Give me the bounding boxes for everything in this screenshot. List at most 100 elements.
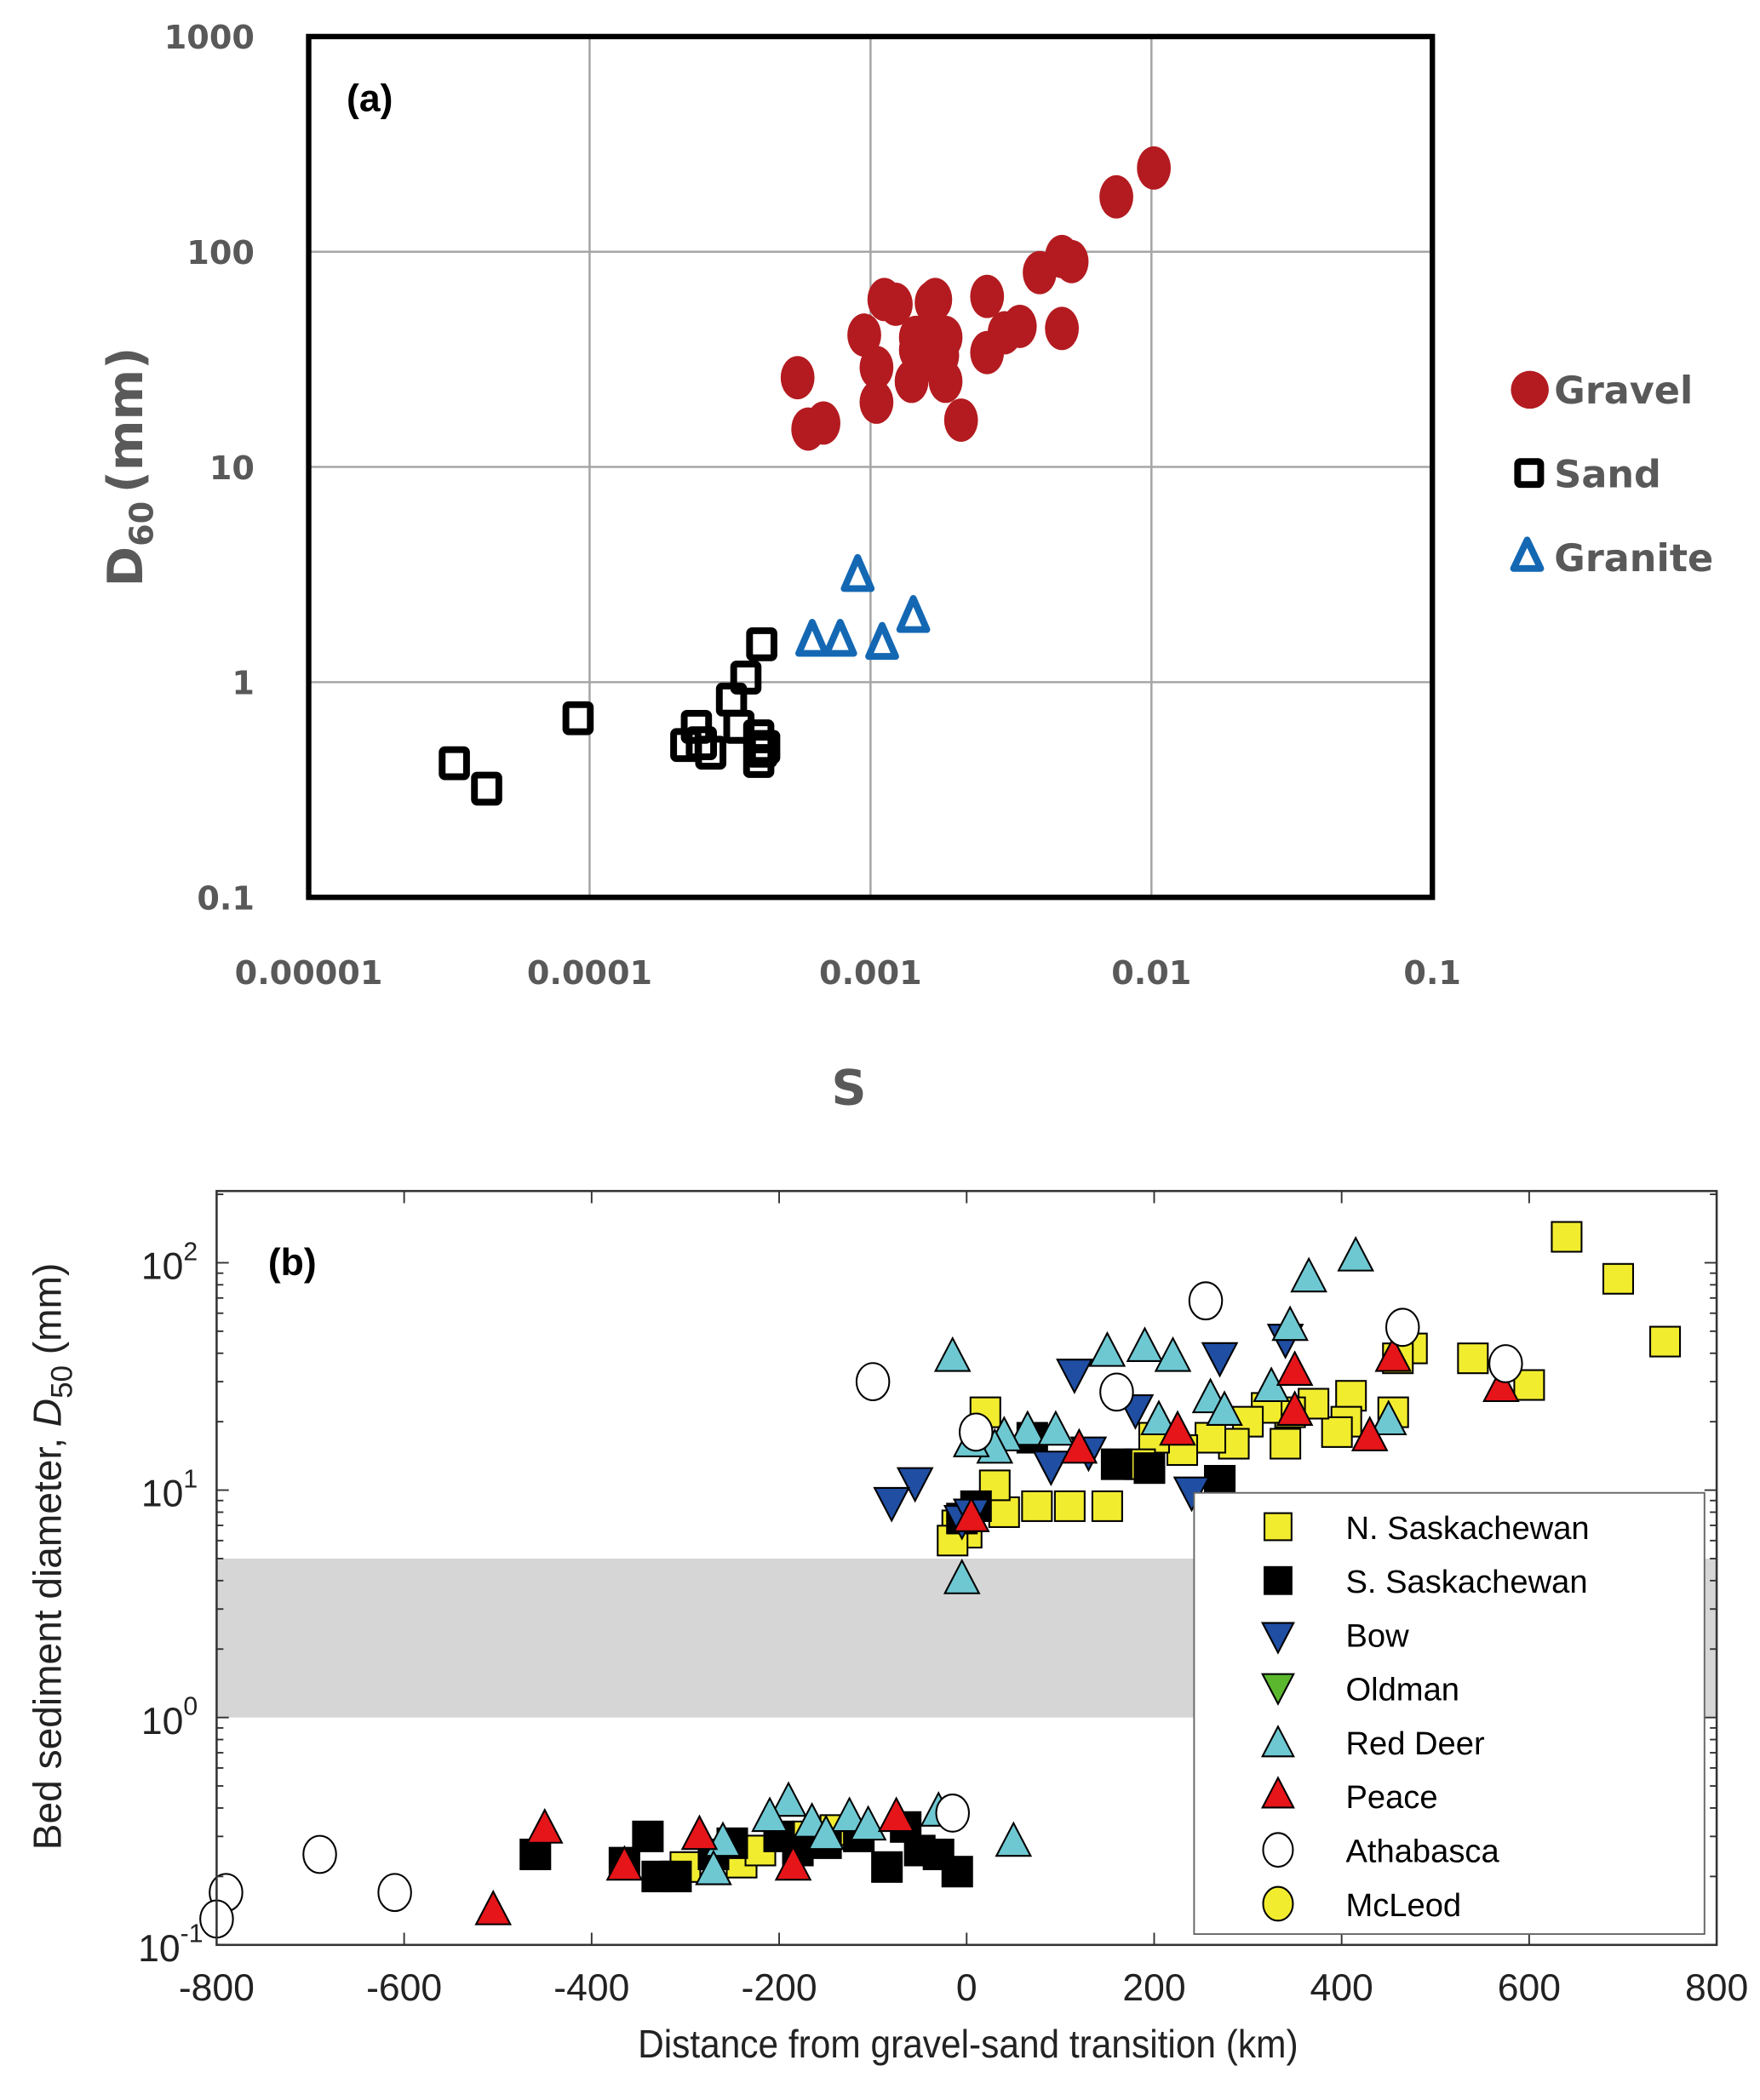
data-point-s-saskachewan (660, 1860, 692, 1892)
panel-b-y-label-sub: 50 (45, 1365, 78, 1399)
data-point-red-deer (995, 1821, 1033, 1857)
y-tick-exponent: -1 (181, 1920, 204, 1948)
legend-marker-s-saskachewan (1264, 1565, 1293, 1595)
panel-b-y-label-var: D (26, 1399, 70, 1427)
data-point-n-saskachewan (988, 1496, 1020, 1528)
x-tick-label: 0.01 (1111, 954, 1191, 992)
data-point-red-deer (695, 1849, 732, 1885)
data-point-gravel (970, 330, 1005, 375)
x-tick-label: 200 (1122, 1967, 1185, 2009)
data-point-red-deer (1088, 1330, 1127, 1367)
legend-marker-bow (1260, 1622, 1295, 1655)
data-point-red-deer (830, 1796, 869, 1833)
data-point-red-deer (1126, 1326, 1164, 1362)
panel-b: (b) -800 -600 -400 -200 0 200 400 600 800 102101… (26, 1189, 1748, 2066)
legend-marker-red-deer (1260, 1725, 1295, 1758)
data-point-gravel (943, 398, 978, 442)
data-point-sand (723, 709, 755, 744)
data-point-athabasca (958, 1412, 994, 1452)
data-point-red-deer (751, 1796, 788, 1833)
data-point-sand (742, 744, 775, 778)
legend-label: Peace (1345, 1779, 1437, 1816)
panel-b-y-label-main: Bed sediment diameter, (26, 1427, 70, 1850)
legend-item-mcleod: McLeod (1262, 1885, 1461, 1924)
data-point-red-deer (1271, 1305, 1309, 1342)
data-point-red-deer (770, 1781, 807, 1817)
data-point-bow (896, 1467, 934, 1503)
legend-item-n-saskachewan: N. Saskachewan (1264, 1510, 1590, 1547)
panel-a-x-label: S (831, 1060, 866, 1116)
legend-label: Red Deer (1345, 1725, 1485, 1762)
x-tick-label: 0.00001 (235, 954, 383, 992)
legend-label: Sand (1554, 453, 1661, 496)
data-point-peace (474, 1889, 513, 1925)
data-point-n-saskachewan (1551, 1221, 1583, 1253)
data-point-red-deer (1140, 1399, 1178, 1436)
legend-item-gravel: Gravel (1511, 369, 1693, 413)
data-point-peace (1374, 1336, 1413, 1372)
data-point-gravel (970, 274, 1005, 318)
series-red-deer (695, 1235, 1407, 1885)
legend-marker-oldman (1260, 1673, 1295, 1706)
data-point-gravel (914, 281, 949, 324)
data-point-n-saskachewan (1195, 1422, 1227, 1454)
data-point-peace (952, 1496, 990, 1532)
data-point-n-saskachewan (1457, 1342, 1489, 1375)
panel-b-label: (b) (268, 1242, 317, 1284)
data-point-s-saskachewan (1133, 1452, 1166, 1485)
data-point-peace (1159, 1410, 1196, 1446)
y-tick-label: 10 (209, 449, 255, 487)
y-tick-label: 1000 (164, 19, 255, 56)
panel-a-grid (308, 36, 1433, 898)
panel-b-x-label: Distance from gravel-sand transition (km… (638, 2023, 1299, 2066)
data-point-bow (1032, 1451, 1070, 1486)
y-tick-label: 100 (186, 234, 255, 272)
data-point-athabasca (935, 1794, 971, 1833)
panel-a-legend: Gravel Sand Granite (1510, 369, 1713, 581)
data-point-peace (1276, 1350, 1314, 1386)
legend-marker-mcleod (1262, 1885, 1294, 1922)
data-point-gravel (1137, 146, 1172, 190)
data-point-gravel (859, 346, 894, 390)
y-tick-base: 10 (141, 1701, 183, 1742)
legend-marker-triangle (1510, 536, 1545, 572)
y-tick-label: 1 (232, 665, 255, 702)
data-point-granite (823, 618, 857, 657)
data-point-athabasca (1488, 1344, 1523, 1383)
panel-a-y-label-unit: (mm) (98, 347, 154, 494)
data-point-peace (1276, 1390, 1314, 1426)
data-point-peace (1350, 1416, 1389, 1451)
data-point-granite (795, 618, 829, 657)
data-point-peace (1482, 1366, 1520, 1403)
data-point-sand (439, 746, 470, 781)
panel-a-label: (a) (347, 77, 393, 119)
panel-a-frame (306, 33, 1436, 901)
legend-marker-peace (1260, 1776, 1295, 1809)
x-tick-label: 800 (1685, 1967, 1748, 2009)
data-point-peace (680, 1814, 719, 1851)
data-point-n-saskachewan (1335, 1380, 1367, 1412)
legend-item-peace: Peace (1260, 1776, 1438, 1816)
data-point-red-deer (849, 1805, 887, 1841)
y-tick-base: 10 (141, 1246, 183, 1288)
legend-marker-circle (1511, 370, 1549, 409)
data-point-n-saskachewan (1321, 1416, 1353, 1448)
legend-item-granite: Granite (1510, 536, 1713, 581)
legend-label: Granite (1554, 537, 1713, 581)
data-point-red-deer (807, 1814, 845, 1851)
legend-marker-n-saskachewan (1264, 1512, 1293, 1542)
legend-marker-square (1514, 458, 1545, 489)
data-point-peace (877, 1796, 915, 1833)
data-point-peace (1060, 1428, 1098, 1464)
data-point-s-saskachewan (871, 1851, 903, 1883)
legend-label: Oldman (1345, 1672, 1459, 1708)
data-point-bow (1056, 1359, 1093, 1394)
y-tick-label: 100 (141, 1692, 198, 1742)
y-tick-label: 10-1 (138, 1920, 203, 1970)
data-point-red-deer (1037, 1410, 1075, 1446)
data-point-s-saskachewan (632, 1820, 664, 1852)
x-tick-label: 400 (1310, 1967, 1373, 2009)
data-point-granite (896, 595, 931, 633)
data-point-granite (865, 621, 899, 661)
data-point-sand (471, 771, 502, 806)
